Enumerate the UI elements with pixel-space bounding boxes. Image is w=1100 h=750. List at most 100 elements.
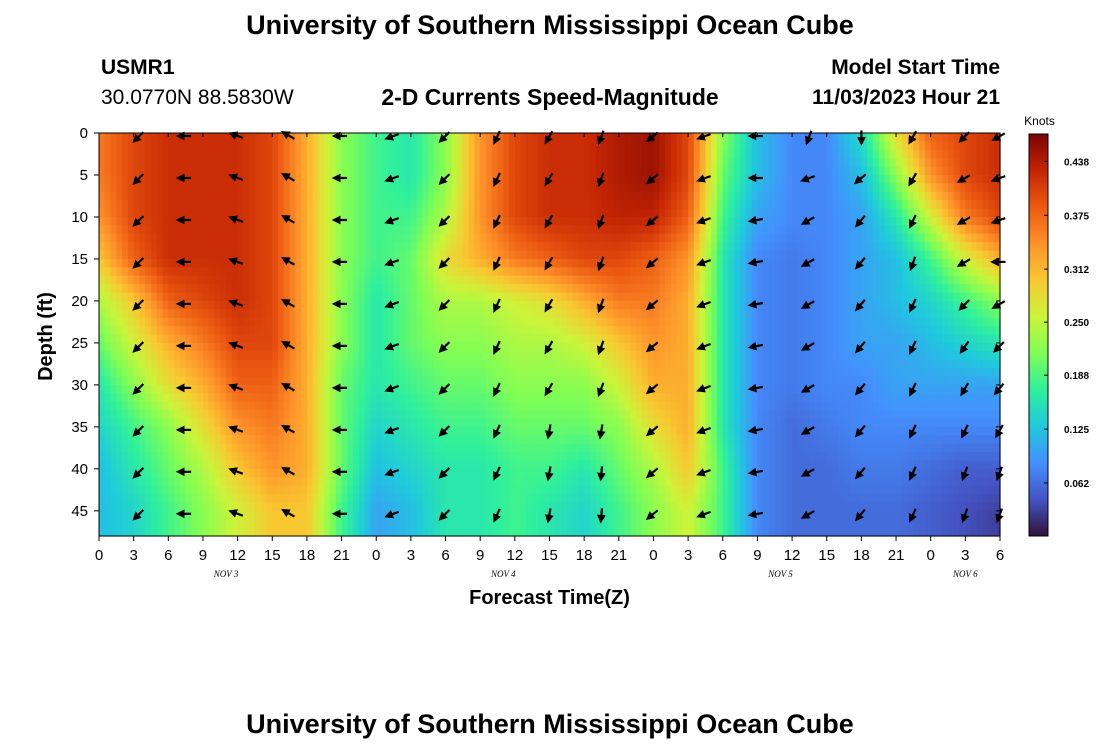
heatmap-cell xyxy=(613,191,620,201)
heatmap-cell xyxy=(647,309,655,319)
heatmap-cell xyxy=(468,208,476,218)
heatmap-cell xyxy=(797,376,805,386)
heatmap-cell xyxy=(820,376,828,386)
heatmap-cell xyxy=(514,200,522,210)
heatmap-cell xyxy=(266,342,273,352)
heatmap-cell xyxy=(347,309,354,319)
heatmap-cell xyxy=(514,149,522,159)
heatmap-cell xyxy=(774,384,782,394)
heatmap-cell xyxy=(191,376,198,386)
heatmap-cell xyxy=(705,300,712,310)
heatmap-cell xyxy=(457,174,464,184)
heatmap-cell xyxy=(122,334,129,344)
heatmap-cell xyxy=(353,133,360,142)
heatmap-cell xyxy=(722,309,730,319)
heatmap-cell xyxy=(405,183,412,193)
heatmap-cell xyxy=(318,208,325,218)
heatmap-cell xyxy=(202,216,210,226)
heatmap-cell xyxy=(422,166,429,176)
heatmap-cell xyxy=(116,208,123,218)
heatmap-cell xyxy=(589,216,597,226)
heatmap-cell xyxy=(670,317,678,327)
heatmap-cell xyxy=(682,183,689,193)
heatmap-cell xyxy=(162,166,169,176)
heatmap-cell xyxy=(254,166,262,176)
heatmap-cell xyxy=(341,309,348,319)
heatmap-cell xyxy=(924,250,932,260)
heatmap-cell xyxy=(393,149,400,159)
heatmap-cell xyxy=(168,233,175,243)
heatmap-cell xyxy=(543,200,551,210)
heatmap-cell xyxy=(416,393,424,403)
heatmap-cell xyxy=(347,200,354,210)
heatmap-cell xyxy=(156,292,164,302)
heatmap-cell xyxy=(578,300,585,310)
heatmap-cell xyxy=(745,275,753,285)
heatmap-cell xyxy=(405,216,412,226)
heatmap-cell xyxy=(191,258,198,268)
heatmap-cell xyxy=(820,141,828,151)
heatmap-cell xyxy=(653,141,660,151)
heatmap-cell xyxy=(278,141,285,151)
heatmap-cell xyxy=(971,233,978,243)
heatmap-cell xyxy=(174,208,181,218)
heatmap-cell xyxy=(399,309,406,319)
heatmap-cell xyxy=(745,334,753,344)
heatmap-cell xyxy=(965,300,972,310)
heatmap-cell xyxy=(416,149,424,159)
heatmap-cell xyxy=(243,284,250,294)
heatmap-cell xyxy=(168,326,175,336)
heatmap-cell xyxy=(382,292,389,302)
heatmap-cell xyxy=(555,309,562,319)
heatmap-cell xyxy=(844,191,851,201)
heatmap-cell xyxy=(283,309,291,319)
heatmap-cell xyxy=(751,200,759,210)
heatmap-cell xyxy=(988,284,995,294)
heatmap-cell xyxy=(907,250,914,260)
heatmap-cell xyxy=(768,309,776,319)
heatmap-cell xyxy=(162,300,169,310)
heatmap-cell xyxy=(792,233,799,243)
heatmap-cell xyxy=(884,174,891,184)
heatmap-cell xyxy=(884,149,891,159)
heatmap-cell xyxy=(676,317,683,327)
heatmap-cell xyxy=(982,183,990,193)
heatmap-cell xyxy=(335,368,343,378)
heatmap-cell xyxy=(405,359,412,369)
heatmap-cell xyxy=(520,359,527,369)
heatmap-cell xyxy=(959,359,966,369)
heatmap-cell xyxy=(953,376,961,386)
heatmap-cell xyxy=(445,149,452,159)
heatmap-cell xyxy=(953,368,961,378)
heatmap-cell xyxy=(809,384,816,394)
heatmap-cell xyxy=(705,208,712,218)
heatmap-cell xyxy=(110,141,117,151)
heatmap-cell xyxy=(988,351,995,361)
heatmap-cell xyxy=(705,242,712,252)
heatmap-cell xyxy=(728,183,735,193)
heatmap-cell xyxy=(549,233,556,243)
heatmap-cell xyxy=(364,258,372,268)
heatmap-cell xyxy=(468,317,476,327)
heatmap-cell xyxy=(382,368,389,378)
heatmap-cell xyxy=(953,326,961,336)
heatmap-cell xyxy=(745,342,753,352)
heatmap-cell xyxy=(358,376,366,386)
heatmap-cell xyxy=(462,258,470,268)
heatmap-cell xyxy=(613,342,620,352)
heatmap-cell xyxy=(578,225,585,235)
heatmap-cell xyxy=(572,317,579,327)
heatmap-cell xyxy=(428,342,435,352)
heatmap-cell xyxy=(179,376,187,386)
heatmap-cell xyxy=(566,141,574,151)
heatmap-cell xyxy=(266,233,273,243)
heatmap-cell xyxy=(145,300,152,310)
heatmap-cell xyxy=(127,334,135,344)
heatmap-cell xyxy=(376,317,383,327)
heatmap-cell xyxy=(376,133,383,142)
heatmap-cell xyxy=(324,233,331,243)
heatmap-cell xyxy=(272,216,279,226)
heatmap-cell xyxy=(99,368,106,378)
heatmap-cell xyxy=(653,258,660,268)
heatmap-cell xyxy=(613,242,620,252)
